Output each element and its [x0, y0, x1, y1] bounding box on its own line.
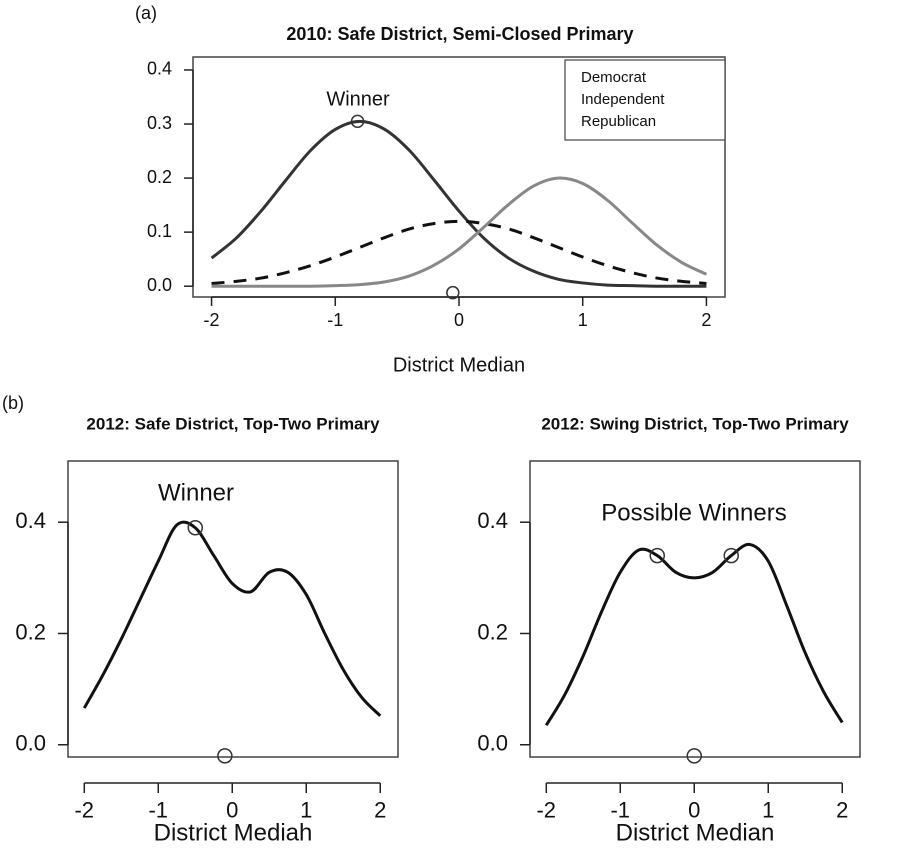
y-tick-label: 0.0 — [147, 275, 172, 295]
marker-point — [187, 520, 204, 536]
y-tick-label: 0.1 — [147, 221, 172, 241]
legend-entry: Republican — [581, 113, 656, 130]
y-tick-label: 0.0 — [15, 731, 46, 756]
legend-entry: Democrat — [581, 69, 647, 86]
x-tick-label: -2 — [536, 798, 556, 823]
density-line — [211, 176, 708, 288]
y-tick-label: 0.2 — [477, 619, 508, 644]
annotation: Winner — [158, 479, 234, 506]
legend-entry: Independent — [581, 91, 665, 108]
x-tick-label: 2 — [836, 798, 848, 823]
panel-label: (a) — [135, 3, 157, 23]
x-tick-label: 0 — [226, 798, 238, 823]
marker-point — [350, 114, 365, 129]
x-tick-label: 2 — [701, 310, 711, 330]
y-tick-label: 0.4 — [147, 59, 172, 79]
x-tick-label: -1 — [327, 310, 343, 330]
x-tick-label: 0 — [454, 310, 464, 330]
y-tick-label: 0.2 — [15, 619, 46, 644]
chart-title: 2012: Safe District, Top-Two Primary — [86, 414, 380, 433]
marker-point — [686, 748, 703, 764]
x-tick-label: -1 — [148, 798, 168, 823]
y-tick-label: 0.4 — [477, 508, 508, 533]
x-tick-label: 1 — [762, 798, 774, 823]
annotation: Possible Winners — [601, 499, 786, 526]
y-tick-label: 0.3 — [147, 113, 172, 133]
density-line — [544, 542, 844, 727]
x-tick-label: -2 — [204, 310, 220, 330]
y-tick-label: 0.2 — [147, 167, 172, 187]
x-tick-label: 2 — [374, 798, 386, 823]
density-line — [210, 119, 707, 288]
x-axis-label: District Mediah — [154, 819, 313, 846]
marker-point — [217, 748, 233, 764]
x-axis-label: District Median — [393, 354, 525, 376]
marker-point — [649, 547, 666, 564]
y-tick-label: 0.0 — [477, 731, 508, 756]
x-axis-label: District Median — [616, 819, 775, 846]
y-tick-label: 0.4 — [15, 508, 46, 533]
annotation: Winner — [326, 88, 390, 110]
density-line — [211, 219, 707, 285]
panel-label: (b) — [2, 393, 24, 413]
marker-point — [723, 547, 740, 564]
legend-box — [564, 59, 726, 141]
chart-title: 2010: Safe District, Semi-Closed Primary — [286, 24, 633, 44]
x-tick-label: 1 — [578, 310, 588, 330]
chart-title: 2012: Swing District, Top-Two Primary — [541, 414, 849, 433]
x-tick-label: -1 — [610, 798, 630, 823]
x-tick-label: 0 — [688, 798, 700, 823]
x-tick-label: -2 — [74, 798, 94, 823]
density-line — [82, 520, 382, 717]
marker-point — [446, 285, 460, 300]
x-tick-label: 1 — [300, 798, 312, 823]
